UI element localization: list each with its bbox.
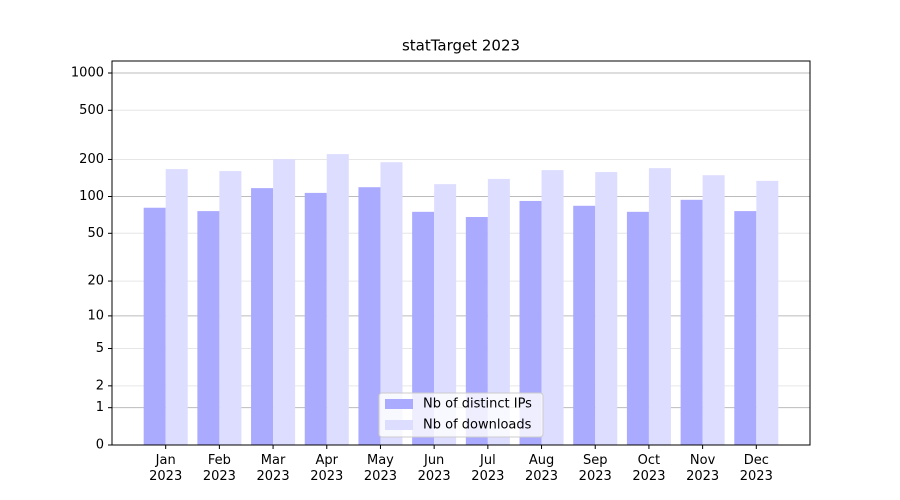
x-tick-label: Apr 2023 [310, 453, 344, 484]
bar [734, 211, 757, 445]
x-tick-label: Sep 2023 [578, 453, 612, 484]
x-tick-label: May 2023 [363, 453, 397, 484]
bar [573, 205, 596, 445]
bar [251, 188, 274, 445]
y-tick-label: 1000 [71, 66, 104, 81]
x-tick-label: Jun 2023 [417, 453, 451, 484]
bar [165, 169, 188, 446]
x-tick-label: Jul 2023 [471, 453, 505, 484]
bar [519, 200, 542, 445]
y-tick-label: 100 [79, 189, 104, 204]
x-tick-label: Aug 2023 [524, 453, 559, 484]
bar [273, 159, 296, 445]
legend-label: Nb of distinct IPs [423, 397, 532, 412]
bar [702, 175, 725, 445]
y-tick-label: 10 [87, 308, 104, 323]
bar [756, 180, 779, 445]
bar [595, 172, 618, 445]
y-tick-label: 2 [96, 378, 104, 393]
y-tick-label: 5 [96, 341, 104, 356]
x-tick-label: Dec 2023 [739, 453, 773, 484]
x-tick-label: Feb 2023 [202, 453, 236, 484]
y-tick-label: 0 [96, 438, 104, 453]
bar [541, 170, 564, 445]
bar [143, 207, 166, 445]
bar [197, 211, 220, 445]
x-tick-label: Mar 2023 [256, 453, 290, 484]
bar [412, 211, 435, 445]
legend: Nb of distinct IPs Nb of downloads [378, 392, 544, 438]
legend-swatch [385, 399, 413, 409]
chart-title: statTarget 2023 [402, 37, 520, 55]
bar [680, 199, 703, 445]
legend-label: Nb of downloads [423, 418, 532, 433]
y-tick-label: 1 [96, 400, 104, 415]
x-tick-label: Jan 2023 [149, 453, 183, 484]
bar [626, 211, 649, 445]
legend-box [378, 392, 544, 438]
bar [304, 192, 327, 445]
plot-frame [111, 60, 811, 446]
y-tick-label: 500 [79, 103, 104, 118]
bar [487, 178, 510, 445]
y-tick-label: 50 [87, 226, 104, 241]
bar [380, 162, 403, 445]
bar [358, 187, 381, 445]
bar [326, 154, 349, 446]
x-tick-label: Oct 2023 [632, 453, 666, 484]
bar [219, 171, 242, 446]
y-tick-label: 20 [87, 274, 104, 289]
legend-swatch [385, 420, 413, 430]
bar [465, 217, 488, 445]
bar [648, 168, 671, 445]
x-tick-label: Nov 2023 [686, 453, 720, 484]
bar [434, 184, 457, 445]
y-tick-label: 200 [79, 152, 104, 167]
